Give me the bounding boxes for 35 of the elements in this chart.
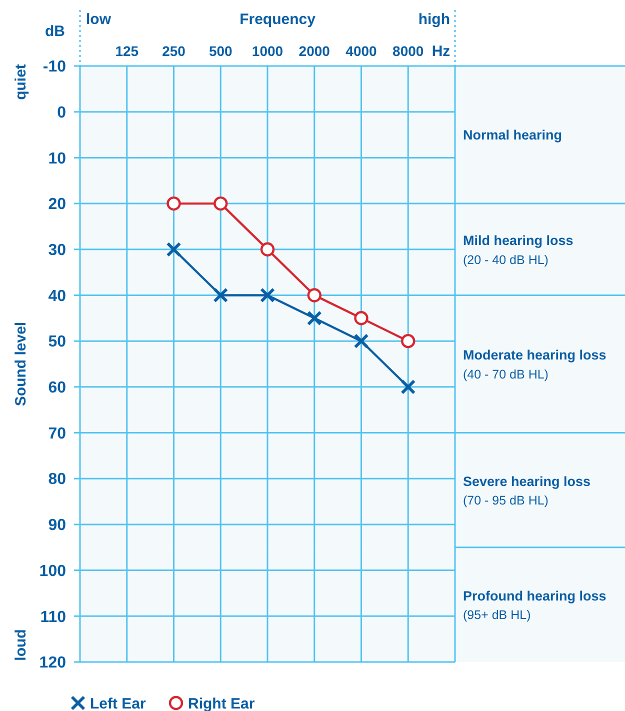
band-label: Moderate hearing loss (40 - 70 dB HL) — [463, 348, 606, 382]
x-tick-label: 500 — [208, 43, 233, 59]
text: loud — [12, 629, 30, 661]
text: low — [86, 11, 112, 28]
y-axis-title: Sound level — [12, 322, 30, 406]
band-label: Profound hearing loss (95+ dB HL) — [463, 588, 606, 622]
y-tick-label: 90 — [48, 517, 66, 534]
x-tick-label: 4000 — [346, 43, 378, 59]
y-tick-label: 60 — [48, 380, 66, 397]
x-tick-label: 1000 — [252, 43, 284, 59]
x-tick-label: 250 — [162, 43, 186, 59]
text: high — [418, 11, 450, 28]
y-tick-label: 10 — [48, 150, 66, 168]
x-tick-label: 2000 — [298, 43, 330, 59]
y-tick-label: 0 — [57, 104, 66, 122]
y-tick-label: 20 — [48, 196, 66, 214]
band-label: Mild hearing loss (20 - 40 dB HL) — [463, 233, 574, 267]
y-tick-label: -10 — [42, 58, 66, 76]
y-tick-label: 30 — [48, 242, 66, 259]
band-label: Severe hearing loss (70 - 95 dB HL) — [463, 474, 591, 508]
y-tick-label: 80 — [48, 471, 66, 488]
text: dB — [45, 23, 66, 40]
y-tick-label: 100 — [39, 562, 66, 580]
y-tick-label: 110 — [40, 608, 66, 626]
y-tick-label: 50 — [48, 334, 66, 351]
x-tick-label: 125 — [115, 43, 139, 59]
legend-label: Left Ear — [90, 695, 146, 711]
y-tick-label: 120 — [39, 654, 66, 672]
y-tick-label: 70 — [48, 425, 66, 442]
text: Hz — [432, 43, 450, 60]
x-axis-title: Frequency — [240, 11, 316, 28]
band-label: Normal hearing — [463, 127, 562, 142]
x-tick-label: 8000 — [392, 43, 424, 59]
text: quiet — [12, 64, 30, 100]
y-tick-label: 40 — [48, 288, 66, 305]
